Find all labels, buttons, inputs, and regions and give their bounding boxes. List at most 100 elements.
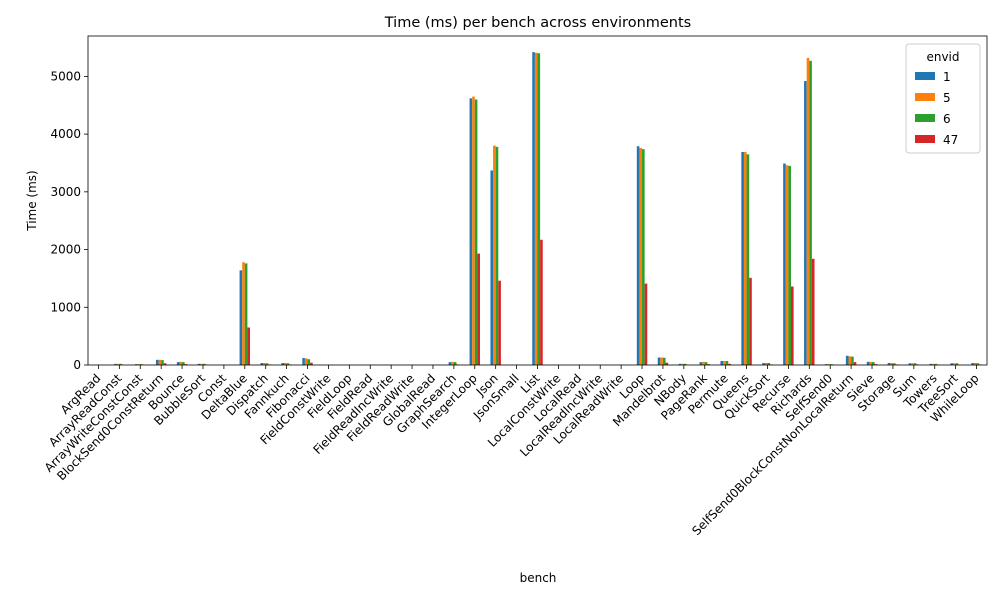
- bar-Queens-env-6: [746, 154, 750, 365]
- bar-Loop-env-47: [644, 283, 648, 365]
- bar-Mandelbrot-env-5: [660, 357, 663, 365]
- bar-Sum-env-1: [908, 363, 912, 365]
- legend-label-47: 47: [943, 133, 958, 147]
- bar-Storage-env-1: [887, 362, 891, 365]
- bar-Permute-env-5: [723, 360, 726, 365]
- legend-label-6: 6: [943, 112, 951, 126]
- legend-box: [905, 43, 981, 154]
- bar-BlockSend0ConstReturn-env-1: [155, 359, 159, 365]
- bar-DeltaBlue-env-47: [247, 327, 251, 365]
- bar-SelfSend0BlockConstNonLocalReturn-env-6: [851, 356, 854, 365]
- bar-Loop-env-5: [639, 147, 643, 365]
- bar-Recurse-env-47: [791, 286, 794, 365]
- bar-Sieve-env-5: [869, 361, 873, 365]
- y-tick-label: 3000: [50, 185, 81, 199]
- bar-Sum-env-5: [911, 363, 914, 365]
- bar-Sieve-env-47: [874, 364, 878, 365]
- bar-NBody-env-1: [678, 363, 682, 365]
- bar-SelfSend0BlockConstNonLocalReturn-env-5: [848, 356, 852, 365]
- bar-Richards-env-1: [804, 81, 807, 366]
- bar-QuickSort-env-6: [767, 362, 771, 365]
- bar-BubbleSort-env-5: [200, 363, 203, 365]
- bar-BubbleSort-env-6: [202, 363, 206, 365]
- bar-Permute-env-1: [720, 360, 724, 365]
- bar-WhileLoop-env-5: [973, 362, 977, 365]
- y-tick-label: 4000: [50, 127, 81, 141]
- bar-Dispatch-env-1: [260, 362, 264, 365]
- bar-WhileLoop-env-1: [971, 362, 974, 365]
- bar-Fibonacci-env-47: [310, 362, 313, 365]
- legend: envid 1 5 6 47: [905, 43, 981, 154]
- bar-BlockSend0ConstReturn-env-5: [158, 359, 162, 365]
- y-tick-label: 0: [73, 358, 81, 372]
- bar-Recurse-env-5: [785, 165, 789, 365]
- bar-Storage-env-6: [892, 363, 896, 365]
- bar-BlockSend0ConstReturn-env-6: [161, 360, 164, 365]
- bar-TreeSort-env-1: [950, 363, 954, 365]
- y-tick-label: 2000: [50, 243, 81, 257]
- y-axis: 0 1000 2000 3000 4000 5000: [50, 69, 88, 372]
- bar-PageRank-env-6: [704, 362, 708, 365]
- y-tick-label: 5000: [50, 69, 81, 83]
- bar-Json-env-1: [490, 170, 494, 365]
- bar-Richards-env-6: [809, 60, 812, 365]
- bar-Dispatch-env-6: [265, 363, 269, 365]
- bar-SelfSend0-env-1: [824, 364, 828, 365]
- y-axis-label: Time (ms): [25, 170, 39, 232]
- legend-swatch-6: [915, 114, 935, 122]
- bar-Towers-env-5: [932, 363, 935, 365]
- bar-QuickSort-env-5: [764, 362, 768, 365]
- bar-List-env-5: [534, 52, 538, 366]
- bar-Mandelbrot-env-47: [665, 362, 669, 365]
- bar-NBody-env-5: [681, 363, 684, 365]
- bar-PageRank-env-5: [702, 361, 705, 365]
- bar-SelfSend0BlockConstNonLocalReturn-env-47: [853, 362, 857, 365]
- bar-Sieve-env-6: [872, 362, 875, 365]
- bar-NBody-env-6: [683, 363, 687, 365]
- bar-Fibonacci-env-1: [302, 358, 305, 365]
- x-axis-label: bench: [520, 571, 557, 585]
- bar-Sieve-env-1: [866, 361, 870, 365]
- bar-series-group: [93, 52, 982, 366]
- bar-Bounce-env-5: [179, 361, 183, 365]
- legend-label-1: 1: [943, 70, 951, 84]
- bar-Fannkuch-env-6: [286, 363, 290, 365]
- bar-PageRank-env-47: [707, 364, 710, 365]
- bar-Mandelbrot-env-6: [662, 357, 666, 365]
- bar-Bounce-env-1: [176, 362, 180, 365]
- bar-SelfSend0-env-6: [830, 364, 833, 365]
- bar-Mandelbrot-env-1: [657, 357, 661, 365]
- bar-Towers-env-6: [934, 363, 938, 365]
- bar-Bounce-env-47: [184, 364, 188, 365]
- legend-swatch-47: [915, 135, 935, 143]
- bar-Storage-env-5: [890, 362, 893, 365]
- bar-GraphSearch-env-1: [448, 362, 452, 365]
- bar-BlockSend0ConstReturn-env-47: [163, 363, 167, 365]
- x-axis: ArgReadArrayReadConstArrayWriteConstCons…: [42, 365, 982, 538]
- bar-GraphSearch-env-6: [453, 362, 457, 365]
- bar-IntegerLoop-env-47: [477, 253, 480, 365]
- bar-ArrayReadConst-env-5: [116, 363, 120, 365]
- bar-ArrayWriteConstConst-env-1: [135, 364, 138, 365]
- legend-swatch-5: [915, 93, 935, 101]
- legend-title: envid: [926, 50, 959, 64]
- bar-QuickSort-env-1: [762, 362, 765, 365]
- bar-Json-env-5: [493, 145, 496, 365]
- bar-Permute-env-47: [728, 363, 731, 365]
- bar-List-env-1: [532, 52, 535, 365]
- bar-DeltaBlue-env-6: [244, 263, 248, 365]
- bar-Loop-env-6: [642, 149, 645, 365]
- bar-Queens-env-5: [743, 152, 747, 365]
- bar-DeltaBlue-env-5: [242, 262, 245, 365]
- bar-WhileLoop-env-6: [976, 363, 980, 365]
- bar-SelfSend0BlockConstNonLocalReturn-env-1: [845, 355, 849, 365]
- bar-Sum-env-6: [913, 363, 917, 365]
- plot-frame: [87, 35, 988, 366]
- bar-SelfSend0-env-5: [827, 364, 831, 365]
- bar-Recurse-env-1: [783, 163, 786, 365]
- bar-Richards-env-5: [806, 57, 810, 366]
- bar-Json-env-6: [495, 146, 499, 365]
- bar-Recurse-env-6: [788, 165, 791, 365]
- bar-IntegerLoop-env-5: [472, 96, 475, 366]
